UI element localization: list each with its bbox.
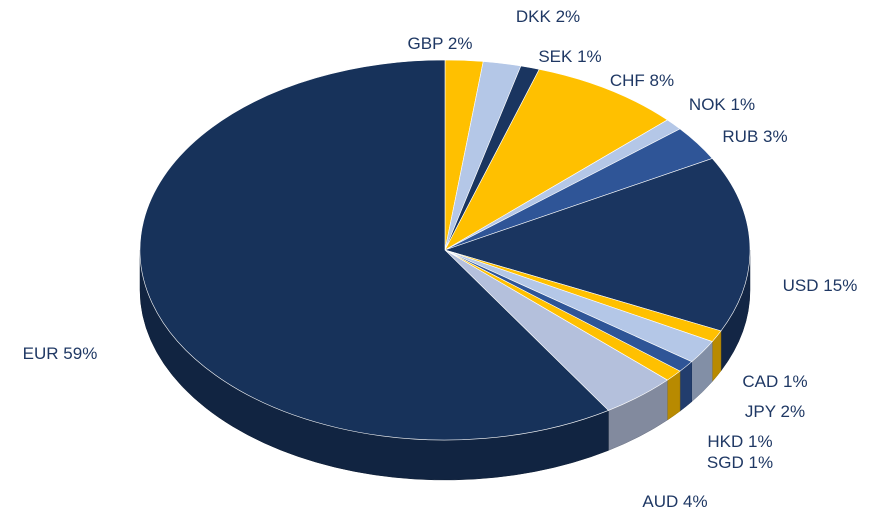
data-label: CAD 1% — [742, 372, 807, 391]
category-label: RUB — [722, 127, 758, 146]
value-label: 15% — [823, 276, 857, 295]
value-label: 2% — [781, 402, 806, 421]
data-label: SGD 1% — [707, 453, 773, 472]
data-label: RUB 3% — [722, 127, 787, 146]
category-label: NOK — [689, 95, 727, 114]
data-label: GBP 2% — [408, 34, 473, 53]
category-label: JPY — [745, 402, 776, 421]
data-label: AUD 4% — [642, 492, 707, 511]
value-label: 1% — [748, 432, 773, 451]
value-label: 1% — [731, 95, 756, 114]
category-label: HKD — [707, 432, 743, 451]
data-label: USD 15% — [783, 276, 858, 295]
data-label: DKK 2% — [516, 7, 580, 26]
value-label: 1% — [783, 372, 808, 391]
slice — [444, 158, 751, 332]
data-label: NOK 1% — [689, 95, 755, 114]
category-label: SEK — [538, 47, 573, 66]
data-label: CHF 8% — [610, 71, 674, 90]
category-label: USD — [783, 276, 819, 295]
slice — [444, 68, 668, 251]
category-label: GBP — [408, 34, 444, 53]
data-label: HKD 1% — [707, 432, 772, 451]
category-label: AUD — [642, 492, 678, 511]
category-label: EUR — [23, 344, 59, 363]
data-label: SEK 1% — [538, 47, 601, 66]
value-label: 1% — [577, 47, 602, 66]
data-label: EUR 59% — [23, 344, 98, 363]
value-label: 59% — [63, 344, 97, 363]
value-label: 2% — [556, 7, 581, 26]
data-label: JPY 2% — [745, 402, 805, 421]
value-label: 2% — [448, 34, 473, 53]
value-label: 1% — [749, 453, 774, 472]
category-label: CHF — [610, 71, 645, 90]
category-label: DKK — [516, 7, 552, 26]
slice — [139, 59, 609, 441]
value-label: 8% — [650, 71, 675, 90]
category-label: CAD — [742, 372, 778, 391]
value-label: 4% — [683, 492, 708, 511]
value-label: 3% — [763, 127, 788, 146]
category-label: SGD — [707, 453, 744, 472]
